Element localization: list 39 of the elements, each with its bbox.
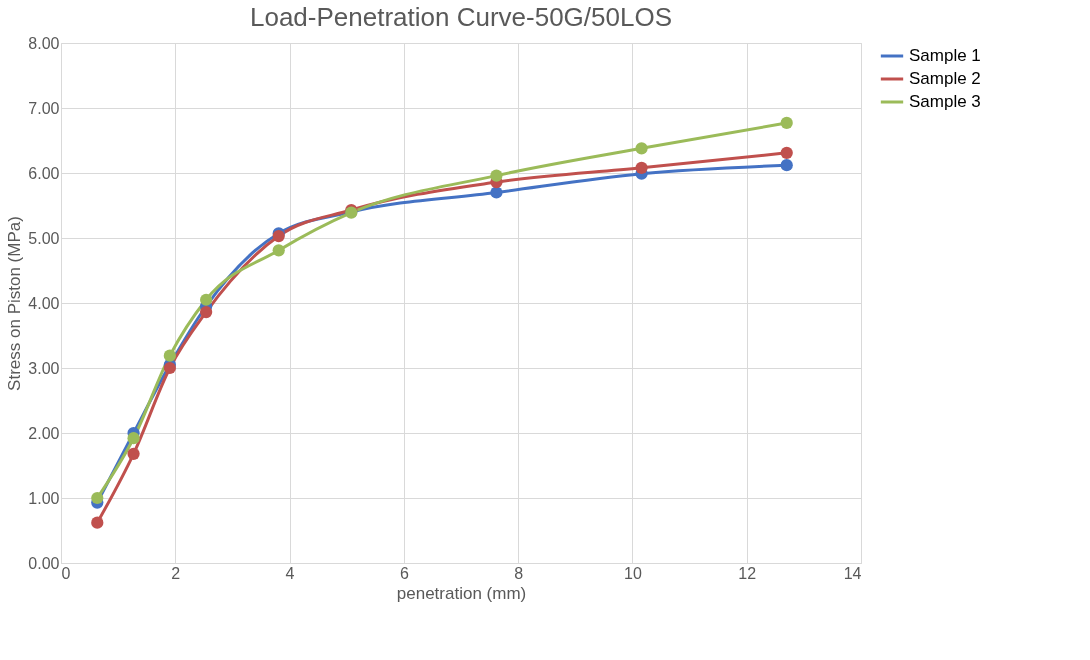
y-tick-label: 3.00 — [28, 359, 60, 377]
y-tick-label: 6.00 — [28, 164, 60, 182]
point — [200, 305, 213, 319]
legend-label: Sample 1 — [909, 46, 981, 65]
x-tick-label: 14 — [843, 564, 862, 582]
y-tick-label: 0.00 — [28, 554, 60, 572]
x-tick-label: 10 — [624, 564, 642, 582]
x-axis-title: penetration (mm) — [396, 583, 527, 603]
y-tick-label: 5.00 — [28, 229, 60, 247]
legend-label: Sample 2 — [909, 69, 981, 88]
point — [780, 146, 793, 159]
point — [272, 244, 285, 257]
point — [127, 432, 140, 445]
point — [91, 516, 104, 529]
point — [780, 159, 793, 172]
x-tick-label: 0 — [61, 564, 71, 582]
point — [635, 142, 648, 155]
y-tick-label: 8.00 — [28, 34, 60, 52]
legend-label: Sample 3 — [909, 92, 981, 111]
y-axis-title: Stress on Piston (MPa) — [5, 216, 25, 391]
y-tick-label: 1.00 — [28, 489, 60, 507]
point — [163, 361, 176, 375]
point — [780, 116, 793, 130]
x-tick-label: 4 — [285, 564, 295, 582]
point — [200, 293, 213, 306]
point — [490, 169, 503, 182]
point — [490, 186, 503, 199]
y-tick-label: 4.00 — [28, 294, 60, 312]
point — [635, 161, 648, 174]
point — [91, 491, 104, 505]
x-tick-label: 12 — [738, 564, 757, 582]
chart-title: Load-Penetration Curve-50G/50LOS — [249, 2, 673, 32]
point — [127, 447, 140, 460]
y-tick-label: 7.00 — [28, 99, 60, 117]
x-tick-label: 2 — [171, 564, 181, 582]
x-tick-label: 8 — [514, 564, 524, 582]
y-tick-label: 2.00 — [28, 424, 60, 442]
point — [163, 349, 176, 362]
x-tick-label: 6 — [399, 564, 409, 582]
